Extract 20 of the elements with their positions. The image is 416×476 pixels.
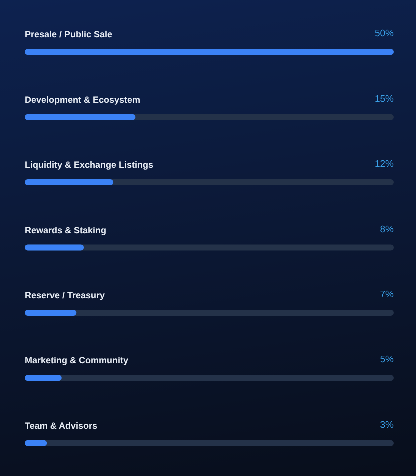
data-label: 3% <box>380 420 395 431</box>
bar <box>25 440 48 446</box>
data-label: 8% <box>380 224 395 236</box>
data-label: 7% <box>380 289 395 300</box>
y-tick-label: Liquidity & Exchange Listings <box>25 160 154 170</box>
bar <box>25 375 62 382</box>
y-tick-label: Development & Ecosystem <box>25 94 141 105</box>
bar <box>25 310 77 316</box>
bar <box>25 114 136 120</box>
y-tick-label: Rewards & Staking <box>25 225 107 236</box>
y-tick-label: Reserve / Treasury <box>25 290 106 300</box>
y-tick-label: Marketing & Community <box>25 356 129 366</box>
data-label: 5% <box>380 354 395 366</box>
data-label: 50% <box>374 28 395 40</box>
data-label: 12% <box>374 159 395 170</box>
data-label: 15% <box>374 94 395 105</box>
bar <box>25 180 114 186</box>
bar <box>25 244 84 251</box>
y-tick-label: Presale / Public Sale <box>25 30 113 40</box>
y-tick-label: Team & Advisors <box>25 420 98 431</box>
